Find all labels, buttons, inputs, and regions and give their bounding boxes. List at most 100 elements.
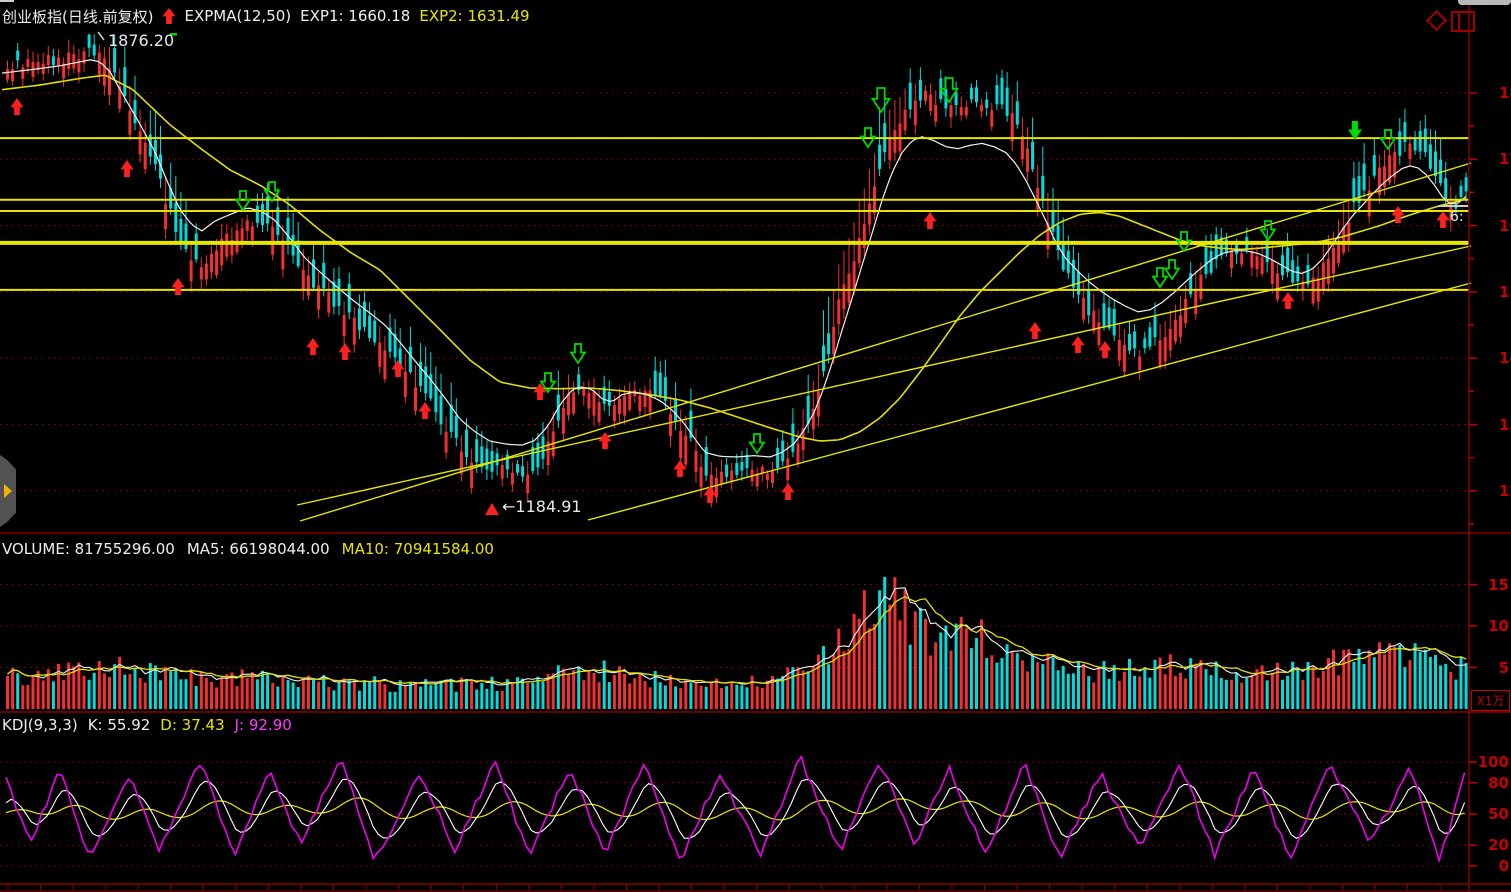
volume-bar bbox=[929, 655, 933, 709]
candle-body bbox=[332, 281, 336, 307]
candle-body bbox=[1423, 128, 1427, 153]
candle-body bbox=[82, 51, 86, 64]
volume-bar bbox=[179, 679, 183, 709]
candle-body bbox=[704, 447, 708, 476]
buy-signal-arrow-icon bbox=[598, 432, 612, 449]
trend-line[interactable] bbox=[299, 162, 1472, 522]
kdj-label[interactable]: KDJ(9,3,3) bbox=[2, 716, 78, 734]
candle-body bbox=[470, 462, 474, 489]
candle-body bbox=[291, 234, 295, 256]
candle-body bbox=[796, 443, 800, 465]
candle-body bbox=[781, 440, 785, 462]
candle-body bbox=[628, 390, 632, 410]
volume-bar bbox=[1087, 676, 1091, 709]
volume-bar bbox=[760, 687, 764, 709]
candle-body bbox=[776, 447, 780, 468]
volume-bar bbox=[883, 576, 887, 709]
volume-bar bbox=[301, 678, 305, 709]
volume-bar bbox=[1117, 681, 1121, 709]
trend-line[interactable] bbox=[587, 282, 1472, 521]
volume-bar bbox=[312, 679, 315, 709]
candle-body bbox=[1393, 152, 1397, 178]
volume-bar bbox=[1316, 677, 1320, 709]
volume-bar bbox=[959, 616, 963, 709]
green-dash-marker bbox=[170, 33, 177, 36]
volume-bar bbox=[36, 671, 40, 709]
volume-bar bbox=[521, 678, 525, 709]
candle-body bbox=[867, 203, 871, 225]
sidebar-expander-handle[interactable] bbox=[0, 455, 16, 527]
candle-body bbox=[765, 473, 769, 481]
volume-bar bbox=[174, 668, 178, 709]
exp2-line bbox=[1, 74, 1467, 442]
volume-bar bbox=[862, 590, 866, 709]
volume-bar bbox=[1143, 667, 1147, 709]
volume-bar bbox=[250, 672, 254, 709]
candle-body bbox=[1010, 113, 1014, 142]
candle-body bbox=[811, 408, 815, 430]
volume-bar bbox=[628, 683, 632, 709]
volume-bar bbox=[903, 589, 907, 709]
volume-bar bbox=[1403, 667, 1407, 709]
volume-bar bbox=[572, 670, 576, 709]
volume-bar bbox=[306, 675, 310, 709]
volume-bar bbox=[1168, 654, 1172, 709]
candle-body bbox=[1270, 260, 1274, 284]
candle-body bbox=[230, 239, 234, 256]
candle-body bbox=[1189, 273, 1193, 295]
indicator-label[interactable]: EXPMA(12,50) bbox=[184, 7, 292, 25]
volume-bar bbox=[220, 677, 224, 709]
volume-value[interactable]: VOLUME: 81755296.00 bbox=[2, 540, 175, 558]
candle-body bbox=[459, 451, 463, 474]
candle-body bbox=[1209, 251, 1213, 273]
volume-bar bbox=[357, 690, 361, 709]
candle-body bbox=[1439, 159, 1443, 184]
candle-body bbox=[526, 474, 530, 494]
candle-body bbox=[1179, 315, 1182, 337]
volume-bar bbox=[1082, 663, 1086, 709]
volume-bar bbox=[77, 662, 81, 709]
candle-body bbox=[531, 447, 535, 471]
candle-body bbox=[913, 100, 917, 126]
volume-bar bbox=[995, 662, 999, 709]
candle-body bbox=[536, 442, 540, 468]
candle-body bbox=[567, 393, 570, 416]
candle-body bbox=[908, 82, 912, 110]
candle-body bbox=[1128, 334, 1131, 351]
volume-bar bbox=[898, 620, 902, 709]
candle-body bbox=[1403, 122, 1407, 142]
candle-body bbox=[1459, 185, 1463, 198]
candle-body bbox=[505, 454, 509, 470]
candle-body bbox=[67, 52, 71, 69]
volume-bar bbox=[1056, 670, 1060, 709]
candle-body bbox=[1260, 257, 1264, 274]
candle-body bbox=[674, 398, 678, 421]
candle-body bbox=[612, 405, 616, 422]
volume-bar bbox=[276, 686, 280, 709]
candle-body bbox=[720, 471, 723, 484]
candle-body bbox=[1388, 155, 1392, 183]
candle-body bbox=[128, 110, 132, 135]
volume-bar bbox=[296, 687, 300, 709]
split-window-icon[interactable] bbox=[1451, 11, 1475, 32]
candle-body bbox=[1367, 190, 1371, 217]
price-axis-label: 1200 bbox=[1499, 481, 1511, 500]
candle-body bbox=[327, 292, 331, 313]
candle-body bbox=[806, 395, 810, 424]
candle-body bbox=[342, 315, 346, 336]
volume-bar bbox=[577, 666, 581, 709]
trend-line[interactable] bbox=[296, 245, 1472, 506]
volume-bar bbox=[1326, 658, 1330, 709]
candle-body bbox=[414, 387, 417, 411]
candle-body bbox=[827, 333, 831, 355]
volume-bar bbox=[1148, 677, 1152, 709]
candle-body bbox=[1102, 303, 1106, 328]
candle-body bbox=[92, 44, 96, 56]
candle-body bbox=[1383, 166, 1386, 187]
instrument-title: 创业板指(日线.前复权) bbox=[2, 7, 154, 26]
volume-bar bbox=[541, 681, 545, 709]
volume-ma10-value: MA10: 70941584.00 bbox=[341, 540, 494, 558]
volume-bar bbox=[1102, 661, 1106, 709]
candle-body bbox=[108, 68, 111, 95]
